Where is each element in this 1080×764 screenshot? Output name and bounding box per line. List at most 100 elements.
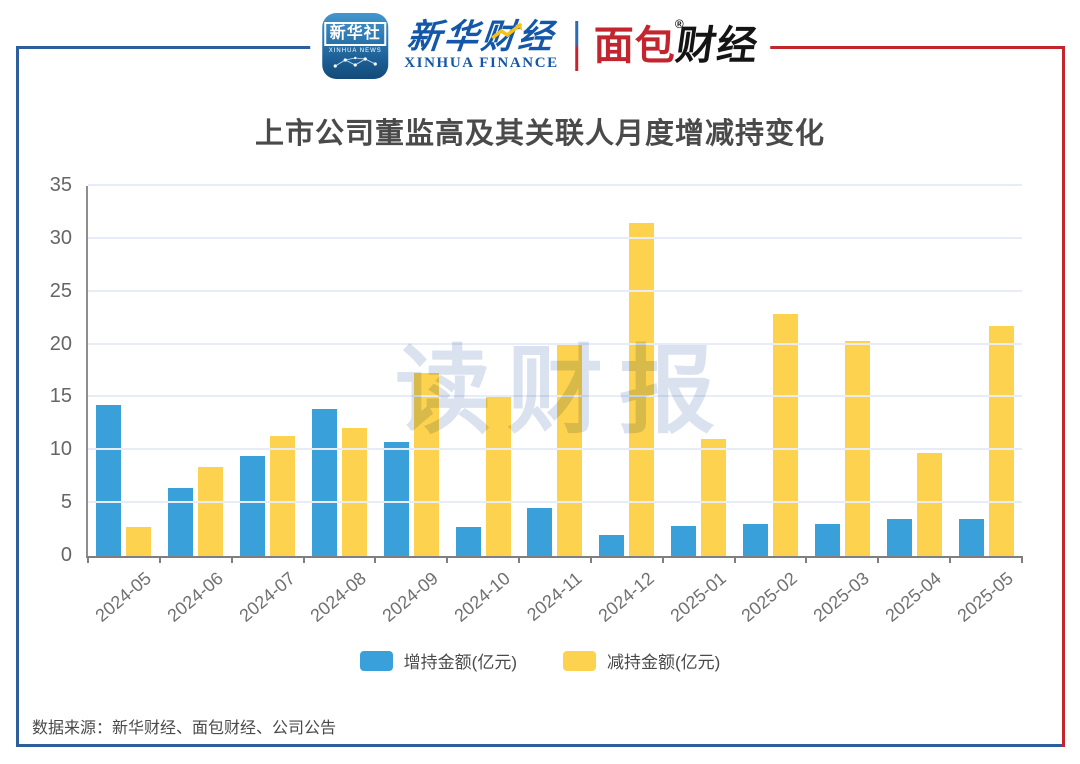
increase-bar bbox=[383, 441, 409, 556]
y-axis-label: 10 bbox=[49, 438, 72, 461]
frame-border-bottom bbox=[16, 744, 1065, 747]
bar-group: 2024-05 bbox=[88, 186, 160, 626]
legend-label: 减持金额(亿元) bbox=[607, 653, 721, 672]
y-axis-label: 35 bbox=[49, 174, 72, 196]
gridline bbox=[88, 448, 1022, 451]
decrease-bar bbox=[341, 428, 367, 556]
xinhua-finance-en: XINHUA FINANCE bbox=[404, 55, 559, 72]
bar-group: 2025-01 bbox=[663, 186, 735, 626]
increase-bar bbox=[455, 527, 481, 556]
x-axis-label: 2025-01 bbox=[666, 568, 730, 626]
x-axis-label: 2025-02 bbox=[737, 568, 802, 626]
x-axis-tick bbox=[230, 556, 233, 563]
chart-title: 上市公司董监高及其关联人月度增减持变化 bbox=[254, 118, 825, 150]
frame-border-left bbox=[16, 46, 19, 747]
x-axis-tick bbox=[805, 556, 808, 563]
gridline bbox=[88, 184, 1022, 186]
decrease-bar bbox=[413, 373, 439, 556]
x-axis-label: 2025-03 bbox=[809, 568, 874, 626]
frame-border-top-right bbox=[748, 46, 1065, 49]
gridline bbox=[88, 342, 1022, 345]
increase-bar bbox=[886, 519, 912, 556]
x-axis-tick bbox=[302, 556, 305, 563]
legend-label: 增持金额(亿元) bbox=[403, 653, 517, 672]
decrease-bar bbox=[126, 527, 152, 556]
gridline bbox=[88, 289, 1022, 292]
decrease-bar bbox=[270, 435, 296, 556]
bar-group: 2024-09 bbox=[375, 186, 447, 626]
header-logos: 新华社 XINHUA NEWS 新华财经 XINHUA FINANCE bbox=[310, 6, 770, 86]
x-axis-label: 2024-10 bbox=[450, 568, 514, 626]
bread-finance-cn-red: 面包 bbox=[593, 24, 676, 68]
legend-item: 减持金额(亿元) bbox=[563, 648, 720, 673]
legend-swatch bbox=[563, 650, 596, 671]
bread-finance-cn-black: 财经 bbox=[672, 24, 761, 68]
y-axis-label: 30 bbox=[49, 226, 72, 249]
x-axis-tick bbox=[446, 556, 449, 563]
x-axis-tick bbox=[661, 556, 664, 563]
decrease-bar bbox=[198, 467, 224, 556]
x-axis-label: 2024-07 bbox=[235, 568, 299, 626]
stock-arrow-icon bbox=[490, 22, 522, 40]
chart-legend: 增持金额(亿元) 减持金额(亿元) bbox=[0, 648, 1080, 673]
x-axis-tick bbox=[877, 556, 880, 563]
xinhua-news-app-icon: 新华社 XINHUA NEWS bbox=[322, 13, 389, 79]
increase-bar bbox=[599, 534, 625, 556]
x-axis-tick bbox=[158, 556, 161, 563]
x-axis-label: 2024-06 bbox=[163, 568, 227, 626]
gridline bbox=[88, 395, 1022, 398]
frame-border-top-left bbox=[16, 46, 312, 49]
increase-bar bbox=[311, 409, 337, 556]
increase-bar bbox=[96, 404, 122, 556]
increase-bar bbox=[240, 455, 266, 556]
bar-group: 2024-12 bbox=[591, 186, 663, 626]
x-axis-tick bbox=[374, 556, 377, 563]
increase-bar bbox=[168, 488, 194, 556]
decrease-bar bbox=[916, 453, 942, 556]
xinhua-finance-logo: 新华财经 XINHUA FINANCE bbox=[404, 17, 559, 73]
y-axis-label: 20 bbox=[49, 332, 72, 355]
plot-area: 2024-05 2024-06 2024-07 2024-08 2024-09 2024-… bbox=[50, 174, 1023, 626]
x-axis-tick bbox=[949, 556, 952, 563]
x-axis-label: 2025-05 bbox=[953, 568, 1017, 626]
xinhua-badge-title: 新华社 bbox=[324, 22, 386, 46]
x-axis-tick bbox=[518, 556, 521, 563]
x-axis-label: 2024-09 bbox=[378, 568, 443, 626]
increase-bar bbox=[958, 519, 984, 556]
increase-bar bbox=[814, 524, 840, 556]
gridline bbox=[88, 501, 1022, 504]
gridline bbox=[88, 236, 1022, 239]
logo-divider bbox=[574, 21, 578, 71]
xinhua-finance-cn: 新华财经 bbox=[405, 17, 558, 56]
increase-bar bbox=[671, 526, 697, 556]
y-axis-label: 15 bbox=[49, 385, 72, 408]
y-axis-label: 25 bbox=[49, 279, 72, 302]
network-dots-icon bbox=[333, 56, 377, 68]
legend-item: 增持金额(亿元) bbox=[359, 648, 517, 673]
y-axis-label: 0 bbox=[60, 544, 72, 566]
frame-border-right bbox=[1062, 46, 1065, 747]
bar-group: 2025-04 bbox=[878, 186, 950, 626]
registered-trademark: ® bbox=[674, 17, 684, 31]
x-axis-label: 2024-11 bbox=[523, 568, 586, 625]
decrease-bar bbox=[773, 313, 799, 556]
bar-group: 2024-07 bbox=[232, 186, 304, 626]
decrease-bar bbox=[701, 438, 727, 556]
x-axis-tick bbox=[733, 556, 736, 563]
bar-group: 2025-02 bbox=[735, 186, 807, 626]
x-axis-tick bbox=[87, 556, 89, 563]
x-axis-label: 2024-12 bbox=[594, 568, 658, 626]
bar-group: 2025-05 bbox=[950, 186, 1022, 626]
y-axis-label: 5 bbox=[60, 491, 72, 514]
x-axis-label: 2024-08 bbox=[306, 568, 371, 626]
xinhua-badge-subtitle: XINHUA NEWS bbox=[328, 48, 382, 54]
bar-group: 2024-10 bbox=[447, 186, 519, 626]
increase-bar bbox=[743, 524, 769, 556]
increase-bar bbox=[527, 508, 553, 556]
decrease-bar bbox=[629, 223, 655, 556]
legend-swatch bbox=[359, 650, 393, 671]
bar-group: 2024-06 bbox=[160, 186, 232, 626]
decrease-bar bbox=[485, 397, 511, 556]
decrease-bar bbox=[988, 325, 1014, 556]
